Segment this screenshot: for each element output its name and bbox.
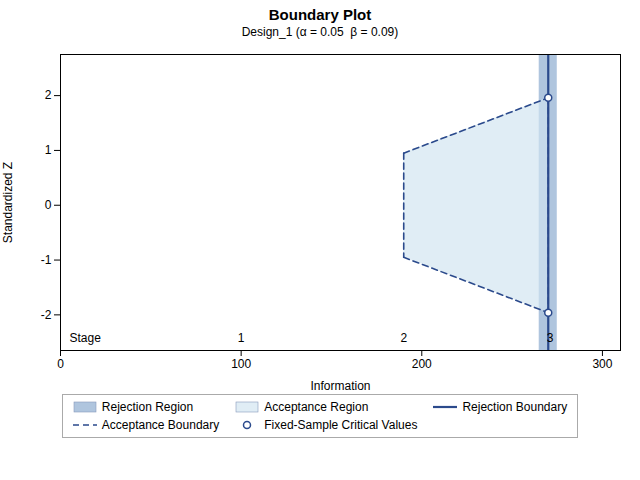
svg-text:300: 300: [592, 357, 612, 371]
svg-text:3: 3: [547, 331, 554, 345]
svg-text:Stage: Stage: [70, 331, 102, 345]
svg-text:-2: -2: [41, 308, 52, 322]
html-text:Acceptance Region: Acceptance Region: [264, 400, 369, 414]
svg-text:0: 0: [57, 357, 64, 371]
svg-text:0: 0: [45, 198, 52, 212]
svg-text:2: 2: [400, 331, 407, 345]
html-text:Boundary Plot: Boundary Plot: [268, 6, 372, 23]
html-text:Design_1 (α = 0.05 β = 0.09): Design_1 (α = 0.05 β = 0.09): [241, 25, 399, 39]
html-text:Rejection Boundary: Rejection Boundary: [462, 400, 568, 414]
svg-text:Information: Information: [310, 379, 370, 393]
svg-text:2: 2: [45, 88, 52, 102]
html-text:Fixed-Sample Critical Values: Fixed-Sample Critical Values: [264, 418, 418, 432]
svg-text:1: 1: [45, 143, 52, 157]
svg-text:200: 200: [412, 357, 432, 371]
svg-text:Standardized Z: Standardized Z: [1, 162, 15, 243]
html-text:Rejection Region: Rejection Region: [101, 400, 194, 414]
svg-text:1: 1: [238, 331, 245, 345]
svg-text:100: 100: [231, 357, 251, 371]
svg-text:-1: -1: [41, 253, 52, 267]
html-text:Acceptance Boundary: Acceptance Boundary: [101, 418, 220, 432]
